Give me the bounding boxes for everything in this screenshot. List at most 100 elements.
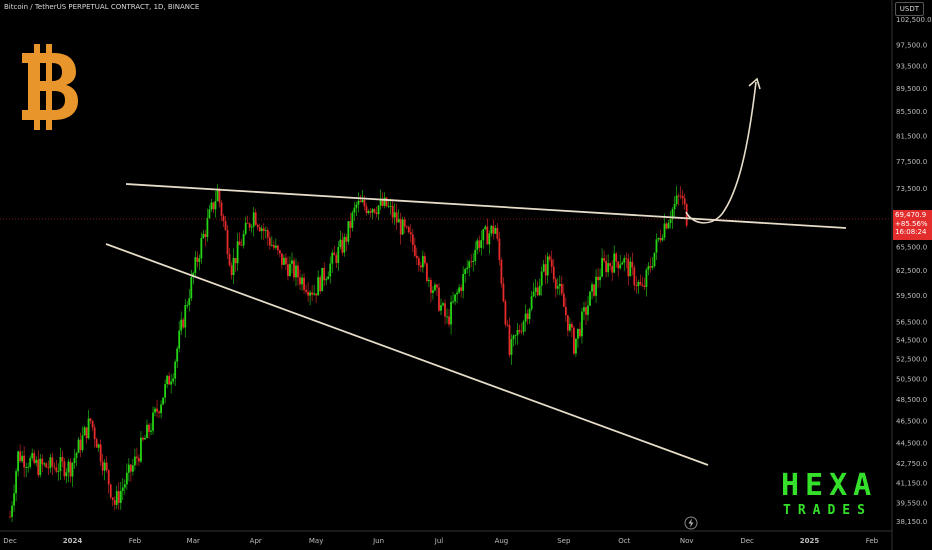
- price-axis[interactable]: 38,150.0 39,550.0 41,150.0 42,750.0 44,500.0…: [891, 0, 932, 550]
- candle: [87, 409, 90, 440]
- candle: [329, 256, 332, 284]
- candle: [295, 258, 297, 287]
- lightning-icon[interactable]: [684, 516, 698, 530]
- candle: [669, 210, 672, 229]
- projection-arrow[interactable]: [685, 81, 757, 224]
- x-tick-label: Feb: [129, 537, 142, 545]
- candle: [570, 321, 573, 338]
- candle: [613, 245, 616, 274]
- candle: [421, 250, 424, 273]
- y-tick-label: 77,500.0: [896, 158, 927, 166]
- candle: [643, 277, 646, 290]
- candle: [407, 225, 410, 234]
- lower-trendline[interactable]: [105, 243, 709, 466]
- y-tick-label: 81,500.0: [896, 132, 927, 140]
- candle: [434, 282, 436, 292]
- candle: [575, 338, 577, 358]
- candle: [234, 257, 237, 272]
- candle: [440, 298, 442, 316]
- candle: [170, 374, 173, 394]
- candle: [204, 230, 207, 247]
- candle: [226, 224, 229, 259]
- candle: [458, 284, 461, 295]
- candle: [587, 296, 589, 321]
- candle: [168, 371, 171, 385]
- candle: [73, 449, 76, 469]
- candle: [677, 193, 680, 206]
- candle: [194, 251, 197, 277]
- candle: [607, 254, 610, 277]
- candle: [589, 291, 591, 306]
- candle: [377, 204, 380, 221]
- candle: [401, 216, 404, 236]
- candle: [301, 274, 303, 291]
- candle: [198, 254, 201, 271]
- candle: [464, 267, 467, 283]
- candle: [146, 419, 148, 439]
- candle: [417, 256, 420, 272]
- candle: [212, 201, 215, 213]
- candles-layer: [9, 183, 688, 522]
- candle: [508, 317, 511, 358]
- candle: [246, 215, 249, 224]
- candle: [67, 458, 70, 483]
- candle: [136, 447, 138, 466]
- candle: [621, 260, 624, 265]
- time-axis[interactable]: Dec 2024 Feb Mar Apr May Jun Jul Aug Sep Oct Nov Dec…: [0, 530, 892, 545]
- candle: [534, 279, 537, 298]
- candle: [240, 238, 243, 247]
- candle: [220, 200, 223, 222]
- candle: [254, 208, 257, 226]
- candle: [516, 322, 519, 345]
- x-tick-label: Aug: [495, 537, 509, 545]
- candle: [270, 236, 273, 247]
- y-tick-label: 50,500.0: [896, 375, 927, 383]
- candle: [33, 449, 36, 465]
- candle: [307, 281, 309, 302]
- candle: [611, 260, 614, 281]
- candle: [45, 462, 48, 468]
- upper-trendline[interactable]: [125, 183, 847, 229]
- candle: [43, 461, 46, 467]
- candle: [393, 203, 396, 225]
- candle: [299, 269, 301, 291]
- candle: [530, 291, 533, 312]
- candle: [232, 248, 235, 284]
- candle: [319, 275, 322, 295]
- brand-trades: TRADES: [783, 503, 872, 518]
- candle: [337, 241, 340, 271]
- symbol-header[interactable]: Bitcoin / TetherUS PERPETUAL CONTRACT, 1…: [4, 3, 200, 11]
- candle: [599, 268, 601, 288]
- x-tick-label: May: [309, 537, 323, 545]
- candle: [95, 437, 98, 448]
- candle: [228, 248, 231, 267]
- candle: [202, 230, 205, 239]
- candle: [115, 485, 118, 510]
- candle: [506, 320, 509, 327]
- candle: [641, 276, 644, 288]
- candle: [178, 321, 181, 353]
- candle: [49, 453, 52, 473]
- candle: [675, 185, 678, 207]
- candle: [369, 208, 372, 218]
- y-tick-label: 39,550.0: [896, 499, 927, 507]
- currency-button[interactable]: USDT: [894, 2, 924, 16]
- candle: [331, 249, 334, 273]
- candle: [466, 259, 469, 274]
- candle: [53, 462, 56, 471]
- candle: [484, 224, 487, 231]
- candle: [39, 453, 42, 478]
- candle: [361, 190, 364, 204]
- candle: [548, 254, 551, 262]
- candle: [585, 301, 587, 326]
- candle: [283, 254, 285, 266]
- candle: [236, 232, 239, 271]
- candle: [333, 245, 336, 256]
- candle: [556, 277, 559, 295]
- candle: [264, 226, 267, 239]
- candle: [663, 213, 666, 241]
- candle: [532, 282, 535, 298]
- candle: [397, 209, 400, 223]
- candle: [79, 432, 82, 458]
